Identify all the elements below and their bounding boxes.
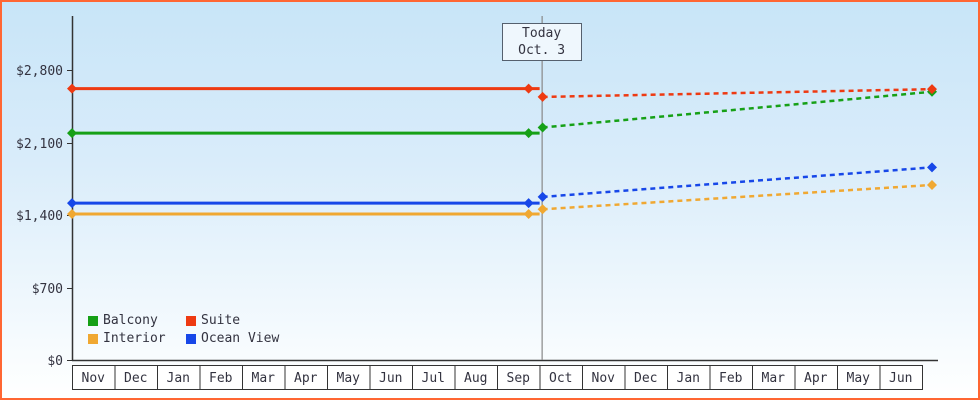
series-history-end-marker [523, 198, 534, 209]
month-label: Mar [762, 371, 786, 386]
month-label: Jul [422, 371, 445, 386]
series-start-marker [67, 208, 77, 219]
legend-label-balcony: Balcony [103, 313, 158, 328]
month-cell [539, 365, 583, 390]
month-label: Nov [592, 371, 616, 386]
month-label: May [847, 371, 871, 386]
month-cell [327, 365, 371, 390]
month-cell [624, 365, 668, 390]
month-cell [114, 365, 158, 390]
legend-swatch-suite [186, 315, 196, 326]
legend-item-ocean-view: Ocean View [186, 331, 279, 346]
legend-swatch-ocean-view [186, 333, 196, 344]
month-label: May [337, 371, 361, 386]
legend-swatch-interior [88, 333, 98, 344]
y-axis-tick-label: $1,400 [16, 209, 63, 224]
month-cell [794, 365, 838, 390]
month-label: Aug [464, 371, 487, 386]
today-label: Today Oct. 3 [501, 23, 582, 61]
legend-label-suite: Suite [201, 313, 241, 328]
series-history-end-marker [523, 83, 534, 94]
legend-swatch-balcony [88, 315, 98, 326]
month-label: Dec [124, 371, 147, 386]
month-cell [582, 365, 626, 390]
legend-item-balcony: Balcony [88, 313, 186, 328]
series-forecast-line [542, 166, 933, 199]
month-cell [72, 365, 116, 390]
legend-item-interior: Interior [88, 331, 186, 346]
month-label: Jun [889, 371, 912, 386]
legend-label-interior: Interior [103, 331, 166, 346]
series-today-marker [537, 191, 548, 202]
month-label: Oct [549, 371, 572, 386]
month-cell [497, 365, 541, 390]
y-axis-tick-label: $2,100 [16, 137, 63, 152]
month-label: Apr [294, 371, 318, 386]
month-label: Jun [379, 371, 402, 386]
month-cell [412, 365, 456, 390]
month-cell [157, 365, 201, 390]
month-label: Mar [252, 371, 276, 386]
series-start-marker [67, 198, 77, 209]
series-forecast-end-marker [927, 84, 937, 95]
series-today-marker [537, 122, 548, 133]
month-cell [242, 365, 286, 390]
month-label: Feb [209, 371, 233, 386]
month-cell [369, 365, 413, 390]
month-label: Dec [634, 371, 657, 386]
y-axis-tick-label: $700 [32, 282, 63, 297]
legend: Balcony Suite Interior Ocean View [88, 313, 279, 346]
month-label: Jan [167, 371, 190, 386]
series-forecast-line [542, 90, 933, 129]
today-label-line1: Today [522, 26, 562, 41]
today-label-line2: Oct. 3 [518, 43, 566, 58]
month-label: Nov [82, 371, 106, 386]
month-label: Jan [677, 371, 700, 386]
series-forecast-end-marker [927, 162, 937, 173]
series-history-end-marker [523, 208, 534, 219]
month-cell [879, 365, 923, 390]
series-forecast-line [542, 87, 933, 99]
series-today-marker [537, 91, 548, 102]
series-start-marker [67, 83, 77, 94]
month-label: Apr [804, 371, 828, 386]
legend-item-suite: Suite [186, 313, 279, 328]
y-axis-tick-label: $2,800 [16, 64, 63, 79]
series-today-marker [537, 204, 548, 215]
series-forecast-line [542, 183, 933, 211]
month-cell [752, 365, 796, 390]
series-forecast-end-marker [927, 179, 937, 190]
legend-label-ocean-view: Ocean View [201, 331, 280, 346]
series-history-end-marker [523, 128, 534, 139]
month-cell [837, 365, 881, 390]
series-start-marker [67, 128, 77, 139]
month-label: Feb [719, 371, 743, 386]
y-axis-tick-label: $0 [47, 354, 63, 369]
month-label: Sep [507, 371, 531, 386]
